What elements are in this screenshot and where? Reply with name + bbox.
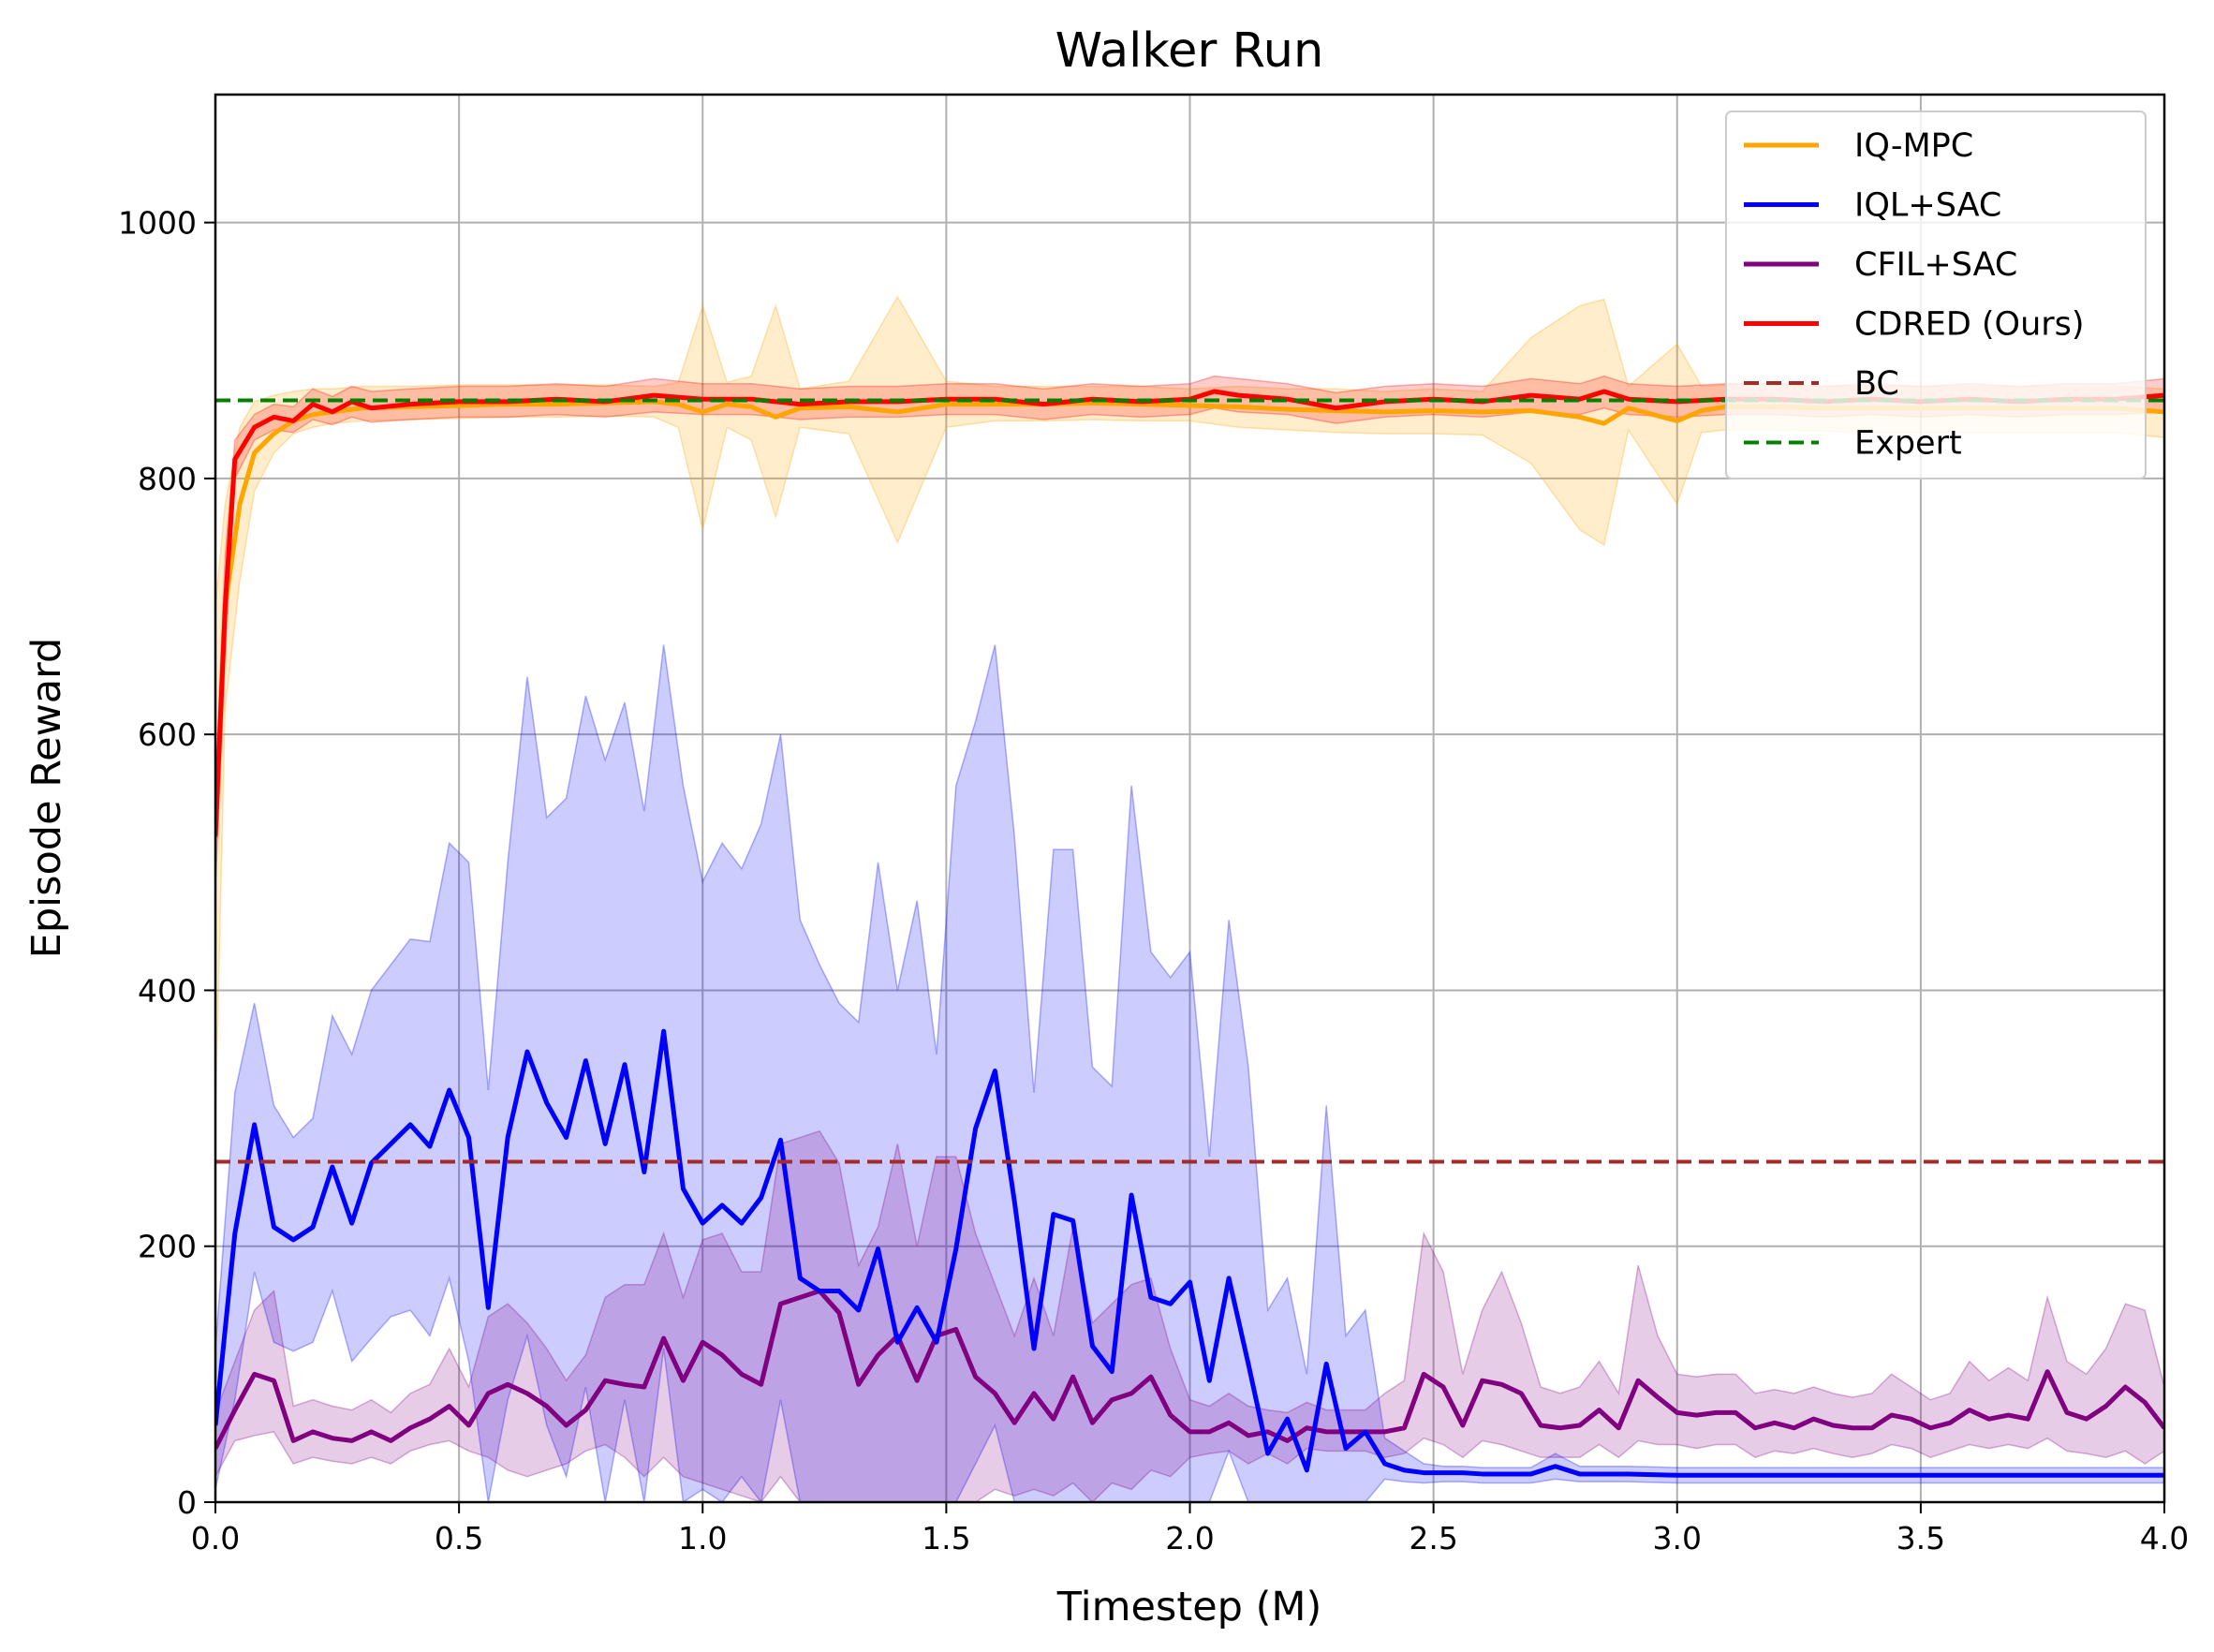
- y-tick-label: 600: [138, 716, 197, 753]
- x-tick-label: 4.0: [2140, 1520, 2189, 1556]
- legend-label-cdred-ours: CDRED (Ours): [1854, 306, 2085, 344]
- x-tick-label: 0.5: [435, 1520, 483, 1556]
- chart-title: Walker Run: [1055, 23, 1324, 79]
- x-tick-label: 2.0: [1165, 1520, 1214, 1556]
- y-tick-label: 400: [138, 972, 197, 1009]
- y-tick-label: 800: [138, 461, 197, 497]
- x-tick-label: 1.5: [922, 1520, 970, 1556]
- legend-label-cfil-sac: CFIL+SAC: [1854, 246, 2017, 284]
- y-tick-label: 200: [138, 1229, 197, 1265]
- legend-box: [1725, 111, 2147, 479]
- legend: IQ-MPC IQL+SAC CFIL+SAC CDRED (Ours) BC Exper…: [1725, 111, 2147, 479]
- iql-sac-band: [215, 644, 2164, 1502]
- x-tick-label: 0.0: [191, 1520, 240, 1556]
- y-axis-ticks: 0 200 400 600 800 1000: [118, 205, 215, 1521]
- x-tick-label: 2.5: [1409, 1520, 1457, 1556]
- cdred-ours-band: [215, 375, 2164, 889]
- confidence-bands: [215, 295, 2164, 1502]
- x-tick-label: 1.0: [678, 1520, 727, 1556]
- cfil-sac-band: [215, 1129, 2164, 1502]
- y-tick-label: 0: [177, 1484, 197, 1521]
- x-axis-ticks: 0.0 0.5 1.0 1.5 2.0 2.5 3.0 3.5 4.0: [191, 1502, 2189, 1556]
- y-axis-label: Episode Reward: [23, 638, 70, 959]
- x-axis-label: Timestep (M): [1056, 1584, 1322, 1630]
- y-tick-label: 1000: [118, 205, 197, 242]
- legend-label-iql-sac: IQL+SAC: [1854, 187, 2001, 225]
- cfil-sac-line: [215, 1289, 2164, 1450]
- legend-entries: IQ-MPC IQL+SAC CFIL+SAC CDRED (Ours) BC Exper…: [1744, 127, 2085, 463]
- iql-sac-line: [215, 1028, 2164, 1478]
- x-tick-label: 3.5: [1897, 1520, 1945, 1556]
- legend-label-expert: Expert: [1854, 425, 1962, 463]
- iq-mpc-band: [215, 295, 2164, 1119]
- x-tick-label: 3.0: [1653, 1520, 1702, 1556]
- legend-label-bc: BC: [1854, 365, 1899, 403]
- legend-label-iq-mpc: IQ-MPC: [1854, 127, 1973, 165]
